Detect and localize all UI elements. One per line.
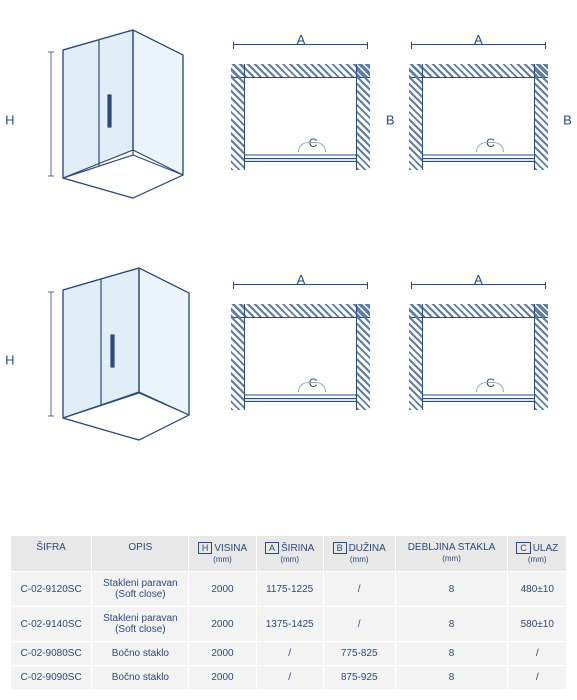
cell-opis: Bočno staklo xyxy=(92,666,189,690)
cell-ulaz: 580±10 xyxy=(508,607,567,642)
cell-debljina: 8 xyxy=(395,607,508,642)
cell-debljina: 8 xyxy=(395,642,508,666)
cell-visina: 2000 xyxy=(189,666,256,690)
dim-line-a xyxy=(233,44,368,45)
door-arc xyxy=(298,142,326,152)
plan-view-2a: A C xyxy=(223,290,378,430)
track xyxy=(423,394,534,396)
plan-view-1b: A B C xyxy=(401,50,556,190)
table-header-row: ŠIFRA OPIS HVISINA(mm) AŠIRINA(mm) BDUŽI… xyxy=(11,536,567,572)
cell-duzina: 775-825 xyxy=(323,642,395,666)
door-arc xyxy=(476,382,504,392)
cell-opis: Stakleni paravan(Soft close) xyxy=(92,607,189,642)
track xyxy=(245,394,356,396)
diagram-row-1: H A B C xyxy=(0,0,577,240)
table-row: C-02-9140SCStakleni paravan(Soft close)2… xyxy=(11,607,567,642)
wall-top xyxy=(231,64,370,78)
wall-left xyxy=(231,304,245,410)
th-sirina: AŠIRINA(mm) xyxy=(256,536,323,572)
wall-right xyxy=(356,64,370,170)
wall-right xyxy=(534,304,548,410)
cell-ulaz: / xyxy=(508,642,567,666)
cell-visina: 2000 xyxy=(189,572,256,607)
dim-line-a xyxy=(411,284,546,285)
diagram-row-2: H A C A xyxy=(0,240,577,480)
th-sifra: ŠIFRA xyxy=(11,536,92,572)
plan-box xyxy=(409,304,548,410)
cell-visina: 2000 xyxy=(189,607,256,642)
th-debljina: DEBLJINA STAKLA(mm) xyxy=(395,536,508,572)
cell-debljina: 8 xyxy=(395,572,508,607)
track xyxy=(423,154,534,156)
wall-right xyxy=(356,304,370,410)
cell-sifra: C-02-9080SC xyxy=(11,642,92,666)
plan-box xyxy=(231,304,370,410)
wall-left xyxy=(409,304,423,410)
cell-sifra: C-02-9120SC xyxy=(11,572,92,607)
cell-ulaz: 480±10 xyxy=(508,572,567,607)
wall-left xyxy=(409,64,423,170)
dim-line-a xyxy=(411,44,546,45)
shower-enclosure-iso-1 xyxy=(21,20,201,220)
cell-duzina: / xyxy=(323,572,395,607)
spec-table: ŠIFRA OPIS HVISINA(mm) AŠIRINA(mm) BDUŽI… xyxy=(10,535,567,690)
plan-view-1a: A B C xyxy=(223,50,378,190)
cell-visina: 2000 xyxy=(189,642,256,666)
label-h: H xyxy=(5,113,14,128)
isometric-view-1: H xyxy=(21,20,201,220)
glass-front xyxy=(245,158,356,162)
th-opis: OPIS xyxy=(92,536,189,572)
wall-top xyxy=(231,304,370,318)
label-b: B xyxy=(563,113,572,128)
plan-box xyxy=(231,64,370,170)
isometric-view-2: H xyxy=(21,260,201,460)
label-h: H xyxy=(5,353,14,368)
cell-sirina: 1175-1225 xyxy=(256,572,323,607)
th-duzina: BDUŽINA(mm) xyxy=(323,536,395,572)
door-arc xyxy=(298,382,326,392)
plan-view-2b: A C xyxy=(401,290,556,430)
cell-sifra: C-02-9090SC xyxy=(11,666,92,690)
label-b: B xyxy=(386,113,395,128)
cell-opis: Stakleni paravan(Soft close) xyxy=(92,572,189,607)
glass-front xyxy=(245,398,356,402)
dim-line-a xyxy=(233,284,368,285)
shower-enclosure-iso-2 xyxy=(21,260,201,460)
cell-sirina: 1375-1425 xyxy=(256,607,323,642)
glass-front xyxy=(423,158,534,162)
th-visina: HVISINA(mm) xyxy=(189,536,256,572)
track xyxy=(245,154,356,156)
plan-box xyxy=(409,64,548,170)
wall-top xyxy=(409,64,548,78)
cell-duzina: / xyxy=(323,607,395,642)
cell-sirina: / xyxy=(256,666,323,690)
table-row: C-02-9120SCStakleni paravan(Soft close)2… xyxy=(11,572,567,607)
cell-opis: Bočno staklo xyxy=(92,642,189,666)
spec-table-wrap: ŠIFRA OPIS HVISINA(mm) AŠIRINA(mm) BDUŽI… xyxy=(10,535,567,690)
table-row: C-02-9090SCBočno staklo2000/875-9258/ xyxy=(11,666,567,690)
cell-sirina: / xyxy=(256,642,323,666)
wall-top xyxy=(409,304,548,318)
th-ulaz: CULAZ(mm) xyxy=(508,536,567,572)
cell-ulaz: / xyxy=(508,666,567,690)
glass-front xyxy=(423,398,534,402)
cell-debljina: 8 xyxy=(395,666,508,690)
wall-right xyxy=(534,64,548,170)
cell-sifra: C-02-9140SC xyxy=(11,607,92,642)
cell-duzina: 875-925 xyxy=(323,666,395,690)
wall-left xyxy=(231,64,245,170)
table-row: C-02-9080SCBočno staklo2000/775-8258/ xyxy=(11,642,567,666)
door-arc xyxy=(476,142,504,152)
